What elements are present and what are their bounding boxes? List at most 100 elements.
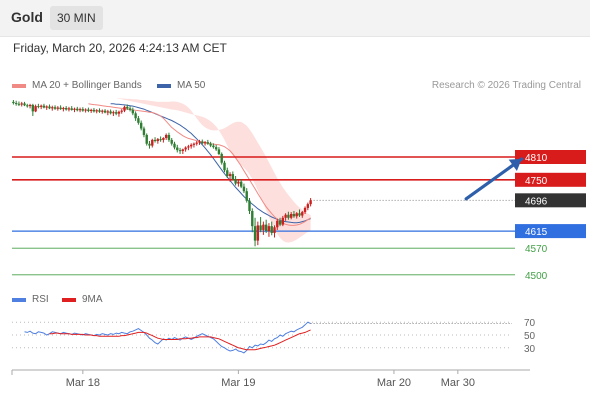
candle-body xyxy=(231,174,235,180)
candle-body xyxy=(203,142,207,144)
candle-body xyxy=(178,150,182,152)
candle-body xyxy=(78,109,82,111)
candle-body xyxy=(76,108,79,111)
rsi-tick-50: 50 xyxy=(524,331,536,342)
candle-body xyxy=(198,141,201,143)
candle-body xyxy=(95,110,98,112)
level-label-4500: 4500 xyxy=(525,271,548,282)
candle-body xyxy=(156,139,160,142)
candle-body xyxy=(248,200,251,211)
candle-body xyxy=(184,147,187,150)
candle-body xyxy=(181,149,185,151)
research-credit: Research © 2026 Trading Central xyxy=(431,80,581,91)
candle-body xyxy=(128,108,132,110)
candle-body xyxy=(173,143,176,148)
candle-body xyxy=(162,138,165,140)
candle-body xyxy=(89,109,93,112)
candle-body xyxy=(131,109,135,114)
candle-body xyxy=(192,143,196,145)
candle-body xyxy=(39,105,43,107)
candle-body xyxy=(301,212,304,216)
candle-body xyxy=(26,105,29,107)
candle-body xyxy=(295,213,298,217)
ma20-swatch xyxy=(12,83,26,88)
candle-body xyxy=(134,113,137,119)
candle-body xyxy=(189,144,193,147)
legend-ma50-label: MA 50 xyxy=(177,80,206,91)
candle-body xyxy=(309,200,312,205)
candle-body xyxy=(298,213,301,216)
candle-body xyxy=(51,107,54,109)
candle-body xyxy=(273,227,276,233)
candle-body xyxy=(276,220,279,228)
candle-body xyxy=(98,110,101,112)
timeframe-selector[interactable]: 30 MIN xyxy=(50,6,103,30)
candle-body xyxy=(31,104,35,112)
candle-body xyxy=(209,143,212,146)
candle-body xyxy=(306,204,310,208)
x-tick-label: Mar 18 xyxy=(66,377,100,389)
candle-body xyxy=(114,112,118,114)
candle-body xyxy=(167,134,171,140)
candle-body xyxy=(12,101,15,104)
candle-body xyxy=(109,111,112,114)
candle-body xyxy=(159,139,162,141)
candle-body xyxy=(262,224,265,230)
legend-ma50: MA 50 xyxy=(157,80,205,91)
candle-body xyxy=(117,111,121,114)
level-label-4810: 4810 xyxy=(525,153,548,164)
candle-body xyxy=(53,107,57,109)
legend-ma20: MA 20 + Bollinger Bands xyxy=(12,80,142,91)
candle-body xyxy=(17,103,21,105)
candle-body xyxy=(284,214,287,218)
candle-body xyxy=(176,147,179,151)
candle-body xyxy=(101,110,104,112)
forecast-arrow-shaft xyxy=(464,157,524,201)
legend-rsi-label: RSI xyxy=(32,294,49,305)
candle-body xyxy=(278,220,282,225)
level-label-4750: 4750 xyxy=(525,176,548,187)
symbol-title: Gold xyxy=(11,9,43,25)
candle-body xyxy=(187,146,190,148)
candle-body xyxy=(126,106,129,109)
candle-body xyxy=(81,109,85,111)
rsi-line xyxy=(24,321,311,354)
candle-body xyxy=(106,111,110,113)
candle-body xyxy=(237,181,240,184)
candle-body xyxy=(145,134,148,144)
candle-body xyxy=(234,179,237,184)
candle-body xyxy=(142,128,146,135)
candle-body xyxy=(84,109,87,111)
candle-body xyxy=(153,139,157,142)
candle-body xyxy=(67,108,71,110)
candle-body xyxy=(251,210,254,227)
ma50-swatch xyxy=(157,83,171,88)
candle-body xyxy=(212,145,215,148)
timestamp: Friday, March 20, 2026 4:24:13 AM CET xyxy=(13,41,227,55)
candle-body xyxy=(217,149,221,154)
candle-body xyxy=(223,162,226,171)
candle-body xyxy=(112,112,115,114)
candle-body xyxy=(195,142,198,144)
rsi-ma-line xyxy=(49,329,311,351)
bollinger-band xyxy=(116,98,311,243)
candle-body xyxy=(73,108,76,110)
x-tick-label: Mar 30 xyxy=(441,377,475,389)
candle-body xyxy=(59,107,62,110)
legend-rsi: RSI xyxy=(12,294,49,305)
candle-body xyxy=(137,118,140,123)
candle-body xyxy=(289,214,293,218)
candle-body xyxy=(242,186,246,192)
candle-body xyxy=(228,174,232,176)
candle-body xyxy=(62,107,65,110)
level-label-4615: 4615 xyxy=(525,227,548,238)
rsi-ma-swatch xyxy=(62,297,76,302)
candle-body xyxy=(48,106,51,109)
candle-body xyxy=(256,225,260,241)
candle-body xyxy=(42,105,46,108)
candle-body xyxy=(70,108,73,110)
candle-body xyxy=(303,207,307,213)
candle-body xyxy=(287,214,290,218)
candle-body xyxy=(206,142,210,144)
